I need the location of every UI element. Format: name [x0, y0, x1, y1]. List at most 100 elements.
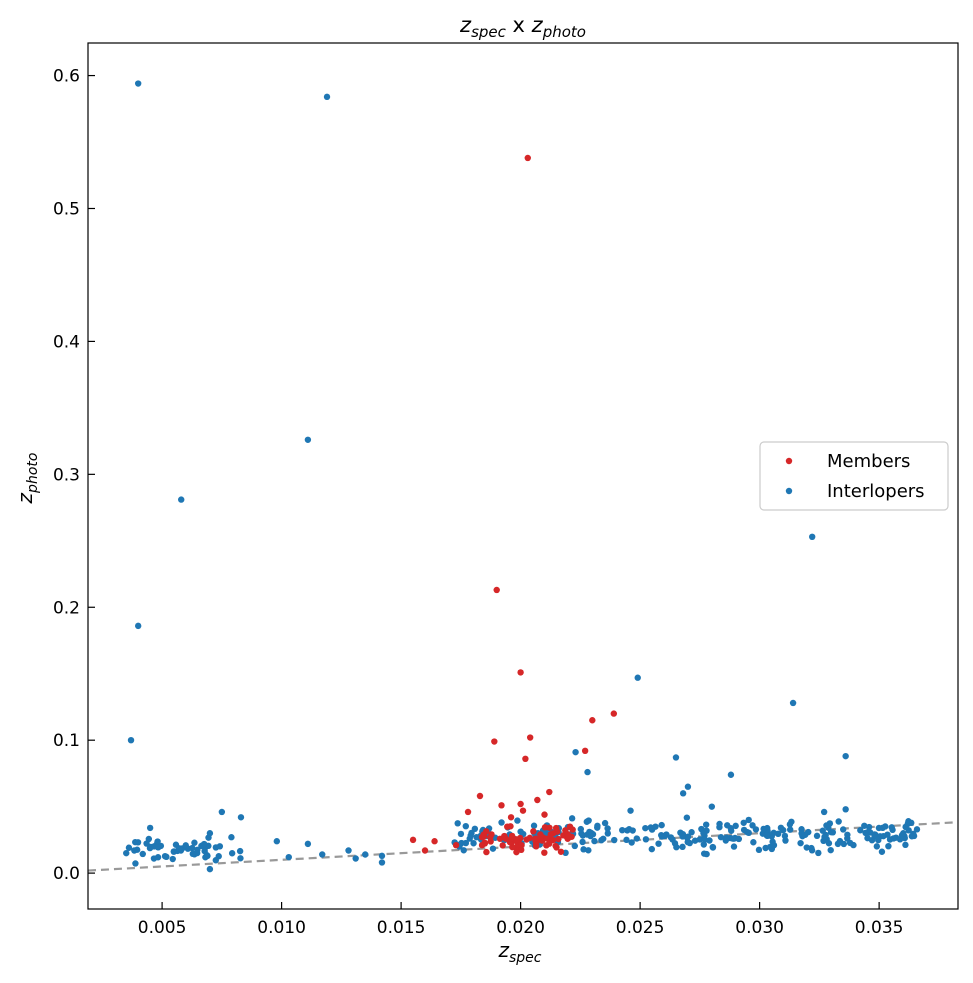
interloper-point — [679, 833, 686, 840]
member-point — [581, 747, 589, 755]
interloper-point — [194, 846, 201, 854]
interloper-point — [735, 835, 743, 843]
member-point — [532, 835, 539, 842]
legend: Members Interlopers — [759, 441, 949, 511]
interloper-point — [642, 836, 650, 843]
interloper-point — [454, 820, 461, 827]
interloper-point — [885, 842, 892, 850]
interloper-point — [583, 818, 590, 825]
interloper-point — [902, 841, 909, 849]
interloper-point — [594, 822, 601, 829]
interloper-point — [206, 865, 214, 873]
interloper-point — [604, 830, 611, 837]
interloper-point — [727, 825, 735, 832]
interloper-point — [175, 845, 183, 852]
legend-box — [759, 441, 949, 511]
member-point — [409, 836, 417, 844]
interloper-point — [786, 826, 794, 833]
member-point — [491, 738, 498, 745]
interloper-point — [568, 815, 576, 822]
interloper-point — [886, 836, 894, 843]
member-point — [431, 838, 438, 845]
member-point — [522, 755, 529, 762]
interloper-point — [200, 840, 208, 848]
member-point — [544, 835, 551, 842]
interloper-point — [861, 822, 868, 829]
interloper-point — [880, 832, 887, 840]
member-point — [478, 841, 486, 849]
interloper-point — [701, 836, 709, 843]
interloper-point — [584, 768, 591, 776]
interloper-point — [237, 814, 245, 821]
x-tick-label: 0.025 — [616, 918, 665, 938]
x-tick-label: 0.010 — [257, 918, 306, 938]
interloper-point — [760, 825, 767, 833]
interloper-point — [691, 837, 699, 844]
interloper-point — [304, 436, 312, 443]
interloper-point — [888, 824, 895, 831]
interloper-point — [708, 803, 716, 810]
interloper-point — [627, 807, 634, 814]
member-point — [589, 717, 596, 724]
interloper-point — [655, 840, 662, 847]
interloper-point — [132, 838, 139, 846]
member-point — [509, 843, 516, 851]
interloper-point — [834, 840, 842, 848]
interloper-point — [154, 854, 162, 861]
member-point — [517, 800, 524, 808]
interloper-point — [304, 840, 312, 848]
member-point — [552, 842, 559, 850]
interloper-point — [819, 827, 826, 834]
interloper-point — [146, 824, 154, 832]
interloper-point — [212, 844, 220, 851]
y-axis-title: zphoto — [13, 453, 41, 505]
interloper-point — [489, 845, 497, 852]
member-point — [532, 843, 540, 850]
interloper-point — [319, 851, 326, 858]
interloper-point — [139, 850, 146, 858]
interloper-point — [352, 855, 359, 862]
member-point — [546, 788, 553, 796]
interloper-point — [123, 849, 130, 857]
member-point — [452, 842, 460, 849]
y-tick-label: 0.4 — [53, 332, 80, 352]
interloper-point — [642, 824, 649, 832]
interloper-point — [471, 825, 479, 833]
axes: 0.005 0.010 0.015 0.020 0.025 0.030 0.035 0.0 0.… — [13, 42, 959, 966]
interloper-point — [572, 748, 579, 756]
interloper-point — [604, 825, 611, 832]
y-tick-label: 0.3 — [53, 465, 80, 485]
interloper-point — [591, 837, 598, 845]
member-point — [487, 834, 494, 841]
member-point — [493, 586, 500, 594]
interloper-point — [745, 829, 752, 837]
x-tick-label: 0.035 — [855, 918, 904, 938]
interloper-point — [131, 847, 138, 854]
interloper-point — [798, 830, 805, 837]
interloper-point — [634, 674, 641, 681]
interloper-point — [797, 839, 804, 847]
member-point — [421, 847, 429, 854]
interloper-point — [763, 832, 771, 839]
member-point — [547, 831, 554, 838]
interloper-point — [865, 823, 873, 831]
x-tick-label: 0.030 — [735, 918, 784, 938]
interloper-point — [155, 844, 162, 851]
interloper-point — [813, 832, 821, 840]
interloper-point — [132, 860, 139, 867]
member-point — [541, 849, 548, 856]
chart-title-text: zspec x zphoto — [459, 13, 586, 41]
interloper-point — [623, 836, 630, 844]
interloper-point — [809, 533, 816, 541]
interloper-point — [702, 821, 710, 828]
member-point — [507, 823, 514, 830]
interloper-point — [127, 736, 135, 744]
interloper-point — [913, 826, 921, 833]
interloper-point — [709, 843, 716, 851]
member-point — [537, 833, 544, 841]
chart-title: zspec x zphoto — [459, 13, 586, 41]
interloper-point — [362, 851, 369, 858]
interloper-point — [844, 831, 851, 838]
interloper-point — [648, 845, 656, 853]
x-tick-label: 0.015 — [377, 918, 426, 938]
